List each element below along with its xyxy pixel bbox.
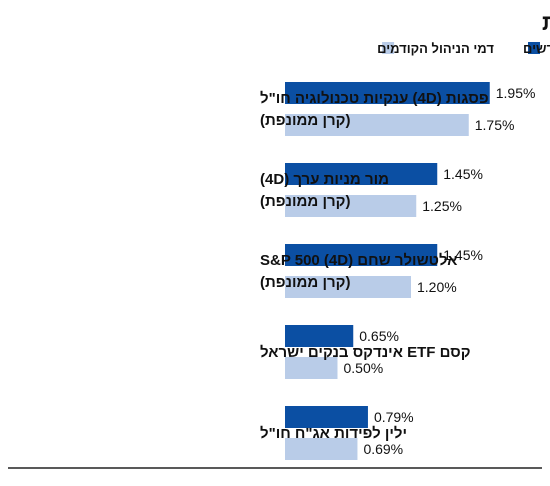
bar-s1-c4 [285,438,358,460]
bar-s0-c2 [285,244,438,266]
bar-s0-c4 [285,406,368,428]
value-label-s1-c4: 0.69% [363,441,403,457]
value-label-s0-c4: 0.79% [374,409,414,425]
legend-swatch-1 [382,42,395,54]
category-label-0-0: פסגות (4D) ענקיות טכנולוגיה חו"ל [260,90,489,107]
bar-s1-c0 [285,114,469,136]
category-label-2-0: אלטשולר שחם S&P 500 (4D) [260,252,457,269]
legend-swatch-0 [528,42,540,54]
category-label-1-0: מור מניות ערך (4D) [260,171,389,188]
bars-group: 1.95% 1.75% פסגות (4D) ענקיות טכנולוגיה חו… [260,82,535,460]
value-label-s1-c0: 1.75% [475,117,515,133]
category-label-4-0: ילין לפידות אג"ח חו"ל [260,425,407,442]
value-label-s0-c0: 1.95% [496,85,536,101]
bar-s0-c3 [285,325,354,347]
bar-s0-c0 [285,82,490,104]
bar-s0-c1 [285,163,438,185]
value-label-s1-c1: 1.25% [422,198,462,214]
legend-label-1: דמי הניהול הקודמים [377,41,494,56]
bar-s1-c3 [285,357,338,379]
value-label-s1-c2: 1.20% [417,279,457,295]
value-label-s0-c3: 0.65% [359,328,399,344]
legend: דמי הניהול החדשים דמי הניהול הקודמים [377,41,550,56]
bar-s1-c1 [285,195,417,217]
legend-label-0: דמי הניהול החדשים [523,41,550,56]
value-label-s1-c3: 0.50% [344,360,384,376]
category-label-1-1: (קרן ממונפת) [260,193,350,210]
category-label-0-1: (קרן ממונפת) [260,112,350,129]
value-label-s0-c2: 1.45% [443,247,483,263]
category-label-2-1: (קרן ממונפת) [260,274,350,291]
category-label-3-0: קסם ETF אינדקס בנקים ישראל [260,344,471,361]
bar-s1-c2 [285,276,411,298]
value-label-s0-c1: 1.45% [443,166,483,182]
chart-title: התייקרות דו־ספרתית גם בשאר קרנות הנאמנות [542,10,550,35]
